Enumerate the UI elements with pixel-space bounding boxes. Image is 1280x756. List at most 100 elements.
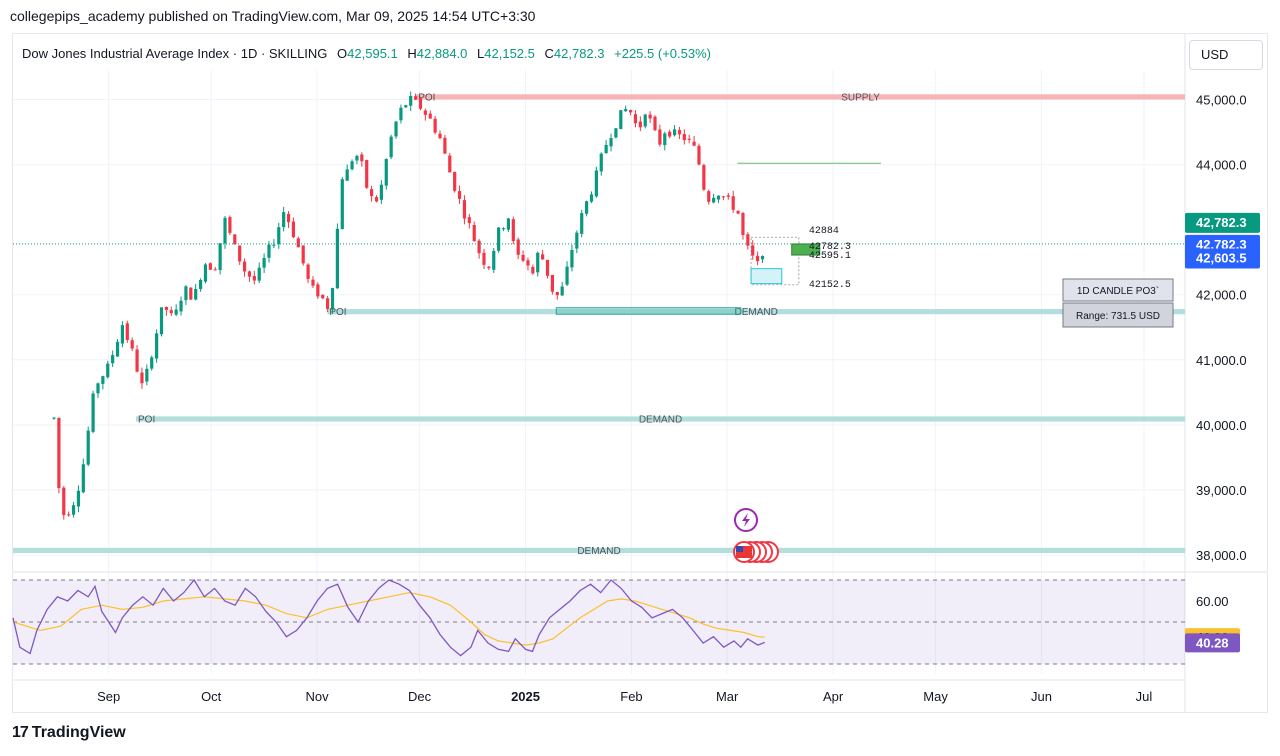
candle-down xyxy=(550,274,554,292)
candle-down xyxy=(453,171,457,191)
candle-down xyxy=(746,234,750,246)
candle-down xyxy=(638,121,642,128)
info-box-title-bg xyxy=(1062,278,1174,302)
rsi-value-label: 60.00 xyxy=(1196,594,1229,609)
candle-up xyxy=(203,264,208,282)
candle-up xyxy=(536,252,540,273)
candle-down xyxy=(291,221,296,238)
candle-up xyxy=(506,218,511,230)
candle-up xyxy=(179,300,183,312)
currency-selector[interactable]: USD xyxy=(1189,40,1263,70)
candle-down xyxy=(301,245,305,264)
y-axis-tick-label: 38,000.0 xyxy=(1196,548,1247,563)
candle-down xyxy=(67,514,71,516)
info-box-title: 1D CANDLE PO3` xyxy=(1077,285,1159,297)
candle-up xyxy=(277,227,281,245)
y-axis-tick-label: 40,000.0 xyxy=(1196,418,1247,433)
x-axis-tick-label: Feb xyxy=(620,689,642,704)
candle-down xyxy=(189,287,193,300)
candle-up xyxy=(501,228,506,230)
candle-up xyxy=(96,383,100,394)
candle-down xyxy=(741,213,745,236)
candle-up xyxy=(155,333,159,359)
y-axis-tick-label: 41,000.0 xyxy=(1196,353,1247,368)
info-box-range: Range: 731.5 USD xyxy=(1076,311,1160,322)
candle-down xyxy=(57,417,61,489)
x-axis-tick-label: Jul xyxy=(1136,689,1153,704)
tradingview-logo-icon: 17 xyxy=(12,724,29,741)
candle-down xyxy=(457,191,462,199)
y-axis-tick-label: 44,000.0 xyxy=(1196,158,1247,173)
candle-up xyxy=(223,217,227,244)
candle-down xyxy=(130,340,134,349)
candle-up xyxy=(624,109,628,112)
x-axis-tick-label: May xyxy=(923,689,948,704)
candle-up xyxy=(565,266,569,285)
close-value: 42,782.3 xyxy=(553,46,605,61)
candle-down xyxy=(648,114,652,119)
candle-down xyxy=(658,129,662,145)
candle-down xyxy=(467,217,471,224)
candle-down xyxy=(360,154,364,162)
candle-up xyxy=(267,244,271,258)
candle-up xyxy=(194,288,198,300)
candle-down xyxy=(731,196,735,210)
candle-down xyxy=(326,298,330,310)
candle-up xyxy=(389,136,393,158)
candle-up xyxy=(350,161,354,170)
candle-down xyxy=(316,284,320,297)
candle-down xyxy=(296,238,300,248)
candle-down xyxy=(726,195,730,197)
demand-zone xyxy=(13,547,1185,554)
candle-down xyxy=(311,279,315,286)
candle-down xyxy=(751,245,755,256)
candle-down xyxy=(208,263,212,270)
candle-down xyxy=(443,137,447,154)
candle-down xyxy=(286,213,291,223)
candle-up xyxy=(198,279,203,289)
candle-up xyxy=(614,128,618,138)
rsi-ma-line xyxy=(12,591,765,646)
price-badge-label: 42,782.3 xyxy=(1196,215,1247,230)
candle-up xyxy=(399,107,403,121)
candle-up xyxy=(86,430,90,465)
candle-down xyxy=(702,165,706,190)
candle-up xyxy=(184,286,188,301)
candle-down xyxy=(433,118,437,133)
candle-down xyxy=(438,133,442,139)
candle-up xyxy=(91,393,95,432)
candle-up xyxy=(340,179,344,230)
candle-down xyxy=(448,155,452,173)
price-badge xyxy=(1185,212,1260,233)
candle-down xyxy=(413,96,418,100)
demand-zone xyxy=(136,416,1185,422)
price-badge-label: 42,603.5 xyxy=(1196,250,1247,265)
candle-up xyxy=(580,213,584,234)
po3-info-box: 1D CANDLE PO3` Range: 731.5 USD xyxy=(1062,278,1174,328)
candle-up xyxy=(174,309,178,315)
zone-name-label: DEMAND xyxy=(577,546,620,557)
candle-up xyxy=(272,244,276,246)
rsi-value-label: 40.28 xyxy=(1196,635,1229,650)
candle-up xyxy=(663,133,667,146)
candle-up xyxy=(712,197,716,203)
candle-down xyxy=(692,141,696,146)
projection-price-label: 42782.3 xyxy=(809,242,851,253)
change-value: +225.5 (+0.53%) xyxy=(614,46,711,61)
candle-down xyxy=(721,196,726,198)
candle-up xyxy=(345,169,349,181)
candle-down xyxy=(687,138,691,140)
info-box-range-bg xyxy=(1062,302,1174,328)
candle-down xyxy=(697,145,701,165)
x-axis-tick-label: Sep xyxy=(97,689,120,704)
candle-up xyxy=(150,357,154,369)
candle-up xyxy=(604,144,608,154)
symbol-legend: Dow Jones Industrial Average Index · 1D … xyxy=(22,46,711,61)
demand-zone xyxy=(327,309,1185,315)
candle-up xyxy=(106,363,110,378)
candle-up xyxy=(594,170,598,197)
price-badge-label: 42,782.3 xyxy=(1196,237,1247,252)
symbol-name: Dow Jones Industrial Average Index · 1D … xyxy=(22,46,328,61)
candle-up xyxy=(716,195,721,200)
